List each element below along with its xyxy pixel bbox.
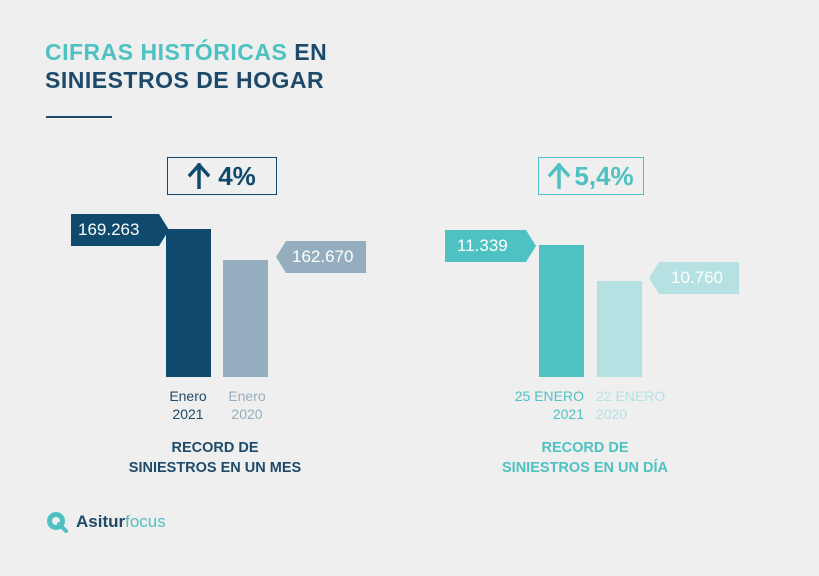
bar-enero-2021 <box>166 229 211 377</box>
title-line1-rest: EN <box>287 39 328 65</box>
change-value-day: 5,4% <box>574 160 634 191</box>
callout-shape <box>276 241 366 273</box>
category-line: Enero <box>228 388 266 404</box>
category-line: 25 ENERO <box>514 388 584 404</box>
bar-25-enero-2021 <box>539 245 584 377</box>
caption-line: RECORD DE <box>171 440 259 456</box>
callout-shape <box>649 262 739 294</box>
value-text: 10.760 <box>671 268 723 287</box>
category-line: 2021 <box>172 406 204 422</box>
change-value-month: 4% <box>218 160 256 191</box>
value-text: 162.670 <box>292 247 354 266</box>
q-magnifier-icon <box>47 512 68 533</box>
chart-title: CIFRAS HISTÓRICAS EN SINIESTROS DE HOGAR <box>45 38 327 94</box>
brand-bold: Asitur <box>76 512 126 531</box>
arrow-up-icon <box>548 163 571 189</box>
title-divider <box>46 116 112 118</box>
caption-line: RECORD DE <box>541 440 629 456</box>
category-line: 2021 <box>552 406 584 422</box>
bar-22-enero-2020 <box>597 281 642 377</box>
callout-shape <box>445 230 536 262</box>
value-label-25-enero-2021: 11.339 <box>445 230 536 262</box>
category-label-22-enero-2020: 22 ENERO 2020 <box>596 387 680 423</box>
caption-day: RECORD DE SINIESTROS EN UN DÍA <box>460 438 710 478</box>
value-text: 11.339 <box>457 236 508 255</box>
brand-light: focus <box>125 512 166 531</box>
category-line: 2020 <box>596 406 628 422</box>
change-badge-month: 4% <box>167 157 277 195</box>
category-label-enero-2021: Enero 2021 <box>158 387 218 423</box>
category-line: 22 ENERO <box>596 388 666 404</box>
bar-enero-2020 <box>223 260 268 377</box>
logo-text: Asiturfocus <box>76 512 166 532</box>
value-label-enero-2021: 169.263 <box>71 214 169 246</box>
category-line: Enero <box>169 388 207 404</box>
category-label-25-enero-2021: 25 ENERO 2021 <box>500 387 584 423</box>
arrow-up-icon <box>188 163 211 189</box>
callout-shape <box>71 214 169 246</box>
title-line2: SINIESTROS DE HOGAR <box>45 67 325 93</box>
asiturfocus-logo: Asiturfocus <box>46 511 166 533</box>
category-label-enero-2020: Enero 2020 <box>217 387 277 423</box>
caption-line: SINIESTROS EN UN DÍA <box>502 460 668 476</box>
category-line: 2020 <box>231 406 263 422</box>
change-badge-day: 5,4% <box>538 157 644 195</box>
value-label-22-enero-2020: 10.760 <box>649 262 739 294</box>
value-text: 169.263 <box>78 220 140 239</box>
value-label-enero-2020: 162.670 <box>276 241 366 273</box>
caption-month: RECORD DE SINIESTROS EN UN MES <box>95 438 335 478</box>
caption-line: SINIESTROS EN UN MES <box>128 460 302 476</box>
title-accent: CIFRAS HISTÓRICAS <box>45 39 288 65</box>
